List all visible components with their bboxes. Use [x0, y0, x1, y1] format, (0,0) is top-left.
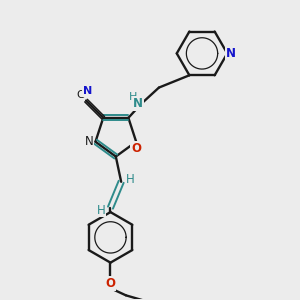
Text: H: H: [129, 92, 137, 102]
Text: O: O: [131, 142, 141, 155]
Text: C: C: [77, 90, 85, 100]
Text: N: N: [85, 135, 93, 148]
Text: H: H: [126, 173, 135, 186]
Text: N: N: [133, 97, 143, 110]
Text: H: H: [97, 203, 105, 217]
Text: O: O: [106, 277, 116, 290]
Text: N: N: [83, 86, 92, 96]
Text: N: N: [226, 47, 236, 60]
